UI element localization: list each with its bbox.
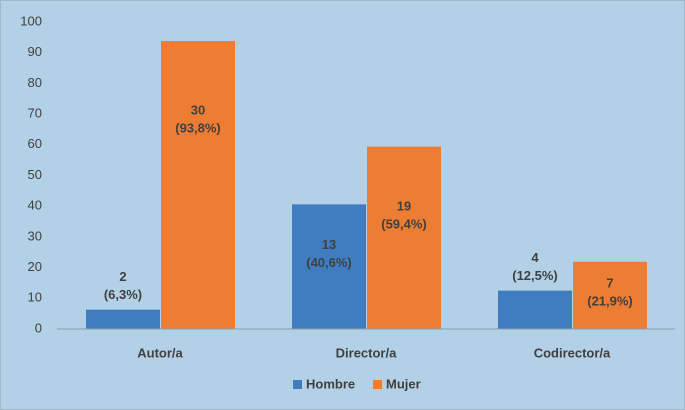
data-label: (12,5%) [512,268,558,283]
x-tick-label: Autor/a [137,345,183,360]
data-label: 4 [531,250,539,265]
y-tick-label: 80 [28,75,42,90]
y-tick-label: 60 [28,136,42,151]
legend-label: Hombre [306,376,355,391]
data-label: (6,3%) [104,287,142,302]
legend-swatch [293,380,302,389]
y-tick-label: 100 [20,13,42,28]
x-tick-label: Codirector/a [534,345,611,360]
bar [86,309,160,329]
data-label: 2 [119,269,126,284]
bar [367,146,441,329]
y-tick-label: 50 [28,167,42,182]
data-label: (59,4%) [381,216,427,231]
data-label: (21,9%) [587,293,633,308]
data-label: 19 [397,198,411,213]
bar [292,204,366,329]
y-tick-label: 30 [28,228,42,243]
y-tick-label: 10 [28,290,42,305]
data-label: 13 [322,237,336,252]
data-label: (93,8%) [175,120,221,135]
bar [498,290,572,329]
data-label: (40,6%) [306,255,352,270]
y-tick-label: 90 [28,44,42,59]
data-label: 7 [606,275,613,290]
bar [573,261,647,329]
bar [161,41,235,330]
y-tick-label: 40 [28,198,42,213]
legend-label: Mujer [386,376,421,391]
legend-swatch [373,380,382,389]
y-tick-label: 0 [35,320,42,335]
y-tick-label: 20 [28,259,42,274]
y-tick-label: 70 [28,106,42,121]
data-label: 30 [191,102,205,117]
x-tick-label: Director/a [336,345,397,360]
